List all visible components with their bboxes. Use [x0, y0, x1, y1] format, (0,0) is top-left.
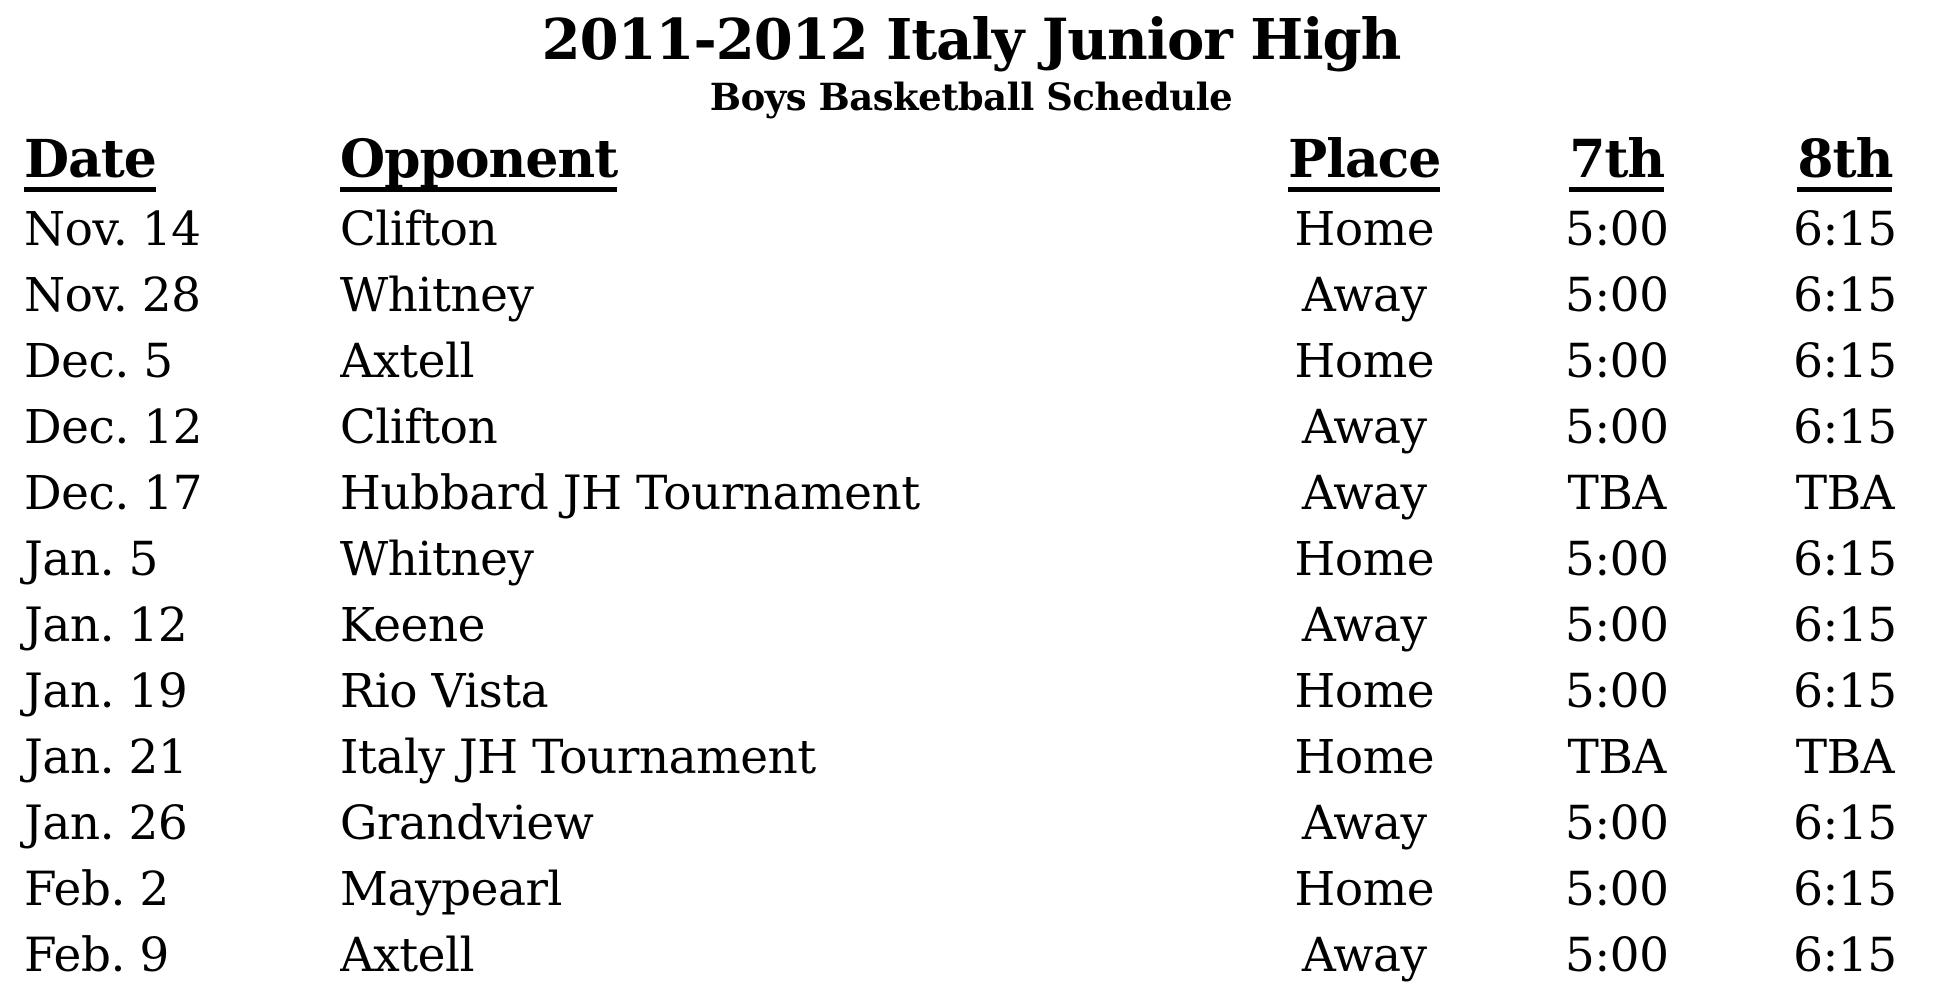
table-row: Dec. 5 Axtell Home 5:00 6:15 — [0, 329, 1942, 395]
column-header-date: Date — [24, 129, 157, 193]
cell-8th: TBA — [1795, 466, 1895, 522]
cell-opponent: Clifton — [339, 400, 498, 456]
cell-8th: 6:15 — [1793, 862, 1897, 918]
table-row: Jan. 12 Keene Away 5:00 6:15 — [0, 593, 1942, 659]
cell-7th: 5:00 — [1564, 334, 1669, 390]
schedule-table: Date Opponent Place 7th 8th Nov. 14 Clif… — [0, 129, 1942, 989]
cell-date: Jan. 26 — [24, 796, 188, 852]
cell-date: Dec. 12 — [24, 400, 203, 456]
cell-8th: 6:15 — [1793, 268, 1897, 324]
cell-8th: 6:15 — [1793, 334, 1897, 390]
cell-opponent: Keene — [339, 598, 486, 654]
table-row: Jan. 19 Rio Vista Home 5:00 6:15 — [0, 659, 1942, 725]
cell-place: Home — [1294, 532, 1435, 588]
cell-place: Away — [1301, 466, 1427, 522]
cell-opponent: Whitney — [339, 268, 534, 324]
cell-opponent: Whitney — [339, 532, 534, 588]
column-header-opponent: Opponent — [339, 129, 618, 193]
cell-opponent: Grandview — [339, 796, 594, 852]
cell-date: Jan. 5 — [24, 532, 158, 588]
cell-8th: 6:15 — [1793, 598, 1897, 654]
table-row: Jan. 21 Italy JH Tournament Home TBA TBA — [0, 725, 1942, 791]
cell-place: Home — [1294, 334, 1435, 390]
cell-date: Feb. 2 — [24, 862, 169, 918]
cell-8th: 6:15 — [1793, 664, 1897, 720]
table-row: Dec. 17 Hubbard JH Tournament Away TBA T… — [0, 461, 1942, 527]
cell-8th: 6:15 — [1793, 796, 1897, 852]
cell-7th: 5:00 — [1564, 862, 1669, 918]
cell-place: Away — [1301, 796, 1427, 852]
cell-opponent: Italy JH Tournament — [339, 730, 816, 786]
table-row: Feb. 2 Maypearl Home 5:00 6:15 — [0, 857, 1942, 923]
cell-opponent: Rio Vista — [339, 664, 549, 720]
cell-7th: TBA — [1567, 730, 1667, 786]
table-row: Feb. 9 Axtell Away 5:00 6:15 — [0, 923, 1942, 989]
table-row: Dec. 12 Clifton Away 5:00 6:15 — [0, 395, 1942, 461]
page-subtitle: Boys Basketball Schedule — [709, 75, 1233, 120]
table-row: Jan. 5 Whitney Home 5:00 6:15 — [0, 527, 1942, 593]
cell-7th: 5:00 — [1564, 202, 1669, 258]
cell-date: Jan. 19 — [24, 664, 188, 720]
cell-7th: TBA — [1567, 466, 1667, 522]
cell-7th: 5:00 — [1564, 664, 1669, 720]
cell-7th: 5:00 — [1564, 796, 1669, 852]
cell-7th: 5:00 — [1564, 598, 1669, 654]
cell-opponent: Axtell — [339, 334, 475, 390]
cell-date: Nov. 14 — [24, 202, 201, 258]
cell-8th: 6:15 — [1793, 532, 1897, 588]
cell-opponent: Axtell — [339, 928, 475, 984]
cell-8th: 6:15 — [1793, 400, 1897, 456]
column-header-place: Place — [1288, 129, 1441, 193]
cell-opponent: Clifton — [339, 202, 498, 258]
column-header-8th: 8th — [1797, 129, 1893, 193]
cell-opponent: Maypearl — [339, 862, 563, 918]
cell-date: Feb. 9 — [24, 928, 169, 984]
cell-8th: TBA — [1795, 730, 1895, 786]
cell-8th: 6:15 — [1793, 928, 1897, 984]
cell-place: Away — [1301, 598, 1427, 654]
cell-date: Dec. 5 — [24, 334, 173, 390]
cell-8th: 6:15 — [1793, 202, 1897, 258]
cell-place: Away — [1301, 400, 1427, 456]
cell-7th: 5:00 — [1564, 268, 1669, 324]
cell-place: Home — [1294, 664, 1435, 720]
cell-7th: 5:00 — [1564, 532, 1669, 588]
cell-place: Home — [1294, 202, 1435, 258]
cell-place: Home — [1294, 730, 1435, 786]
cell-date: Jan. 12 — [24, 598, 188, 654]
page-title: 2011-2012 Italy Junior High — [541, 7, 1402, 73]
table-header-row: Date Opponent Place 7th 8th — [0, 129, 1942, 197]
cell-date: Dec. 17 — [24, 466, 203, 522]
cell-place: Away — [1301, 928, 1427, 984]
table-row: Nov. 28 Whitney Away 5:00 6:15 — [0, 263, 1942, 329]
column-header-7th: 7th — [1569, 129, 1665, 193]
table-row: Jan. 26 Grandview Away 5:00 6:15 — [0, 791, 1942, 857]
cell-date: Nov. 28 — [24, 268, 201, 324]
cell-place: Away — [1301, 268, 1427, 324]
cell-7th: 5:00 — [1564, 928, 1669, 984]
cell-date: Jan. 21 — [24, 730, 188, 786]
cell-opponent: Hubbard JH Tournament — [339, 466, 920, 522]
cell-7th: 5:00 — [1564, 400, 1669, 456]
cell-place: Home — [1294, 862, 1435, 918]
table-row: Nov. 14 Clifton Home 5:00 6:15 — [0, 197, 1942, 263]
